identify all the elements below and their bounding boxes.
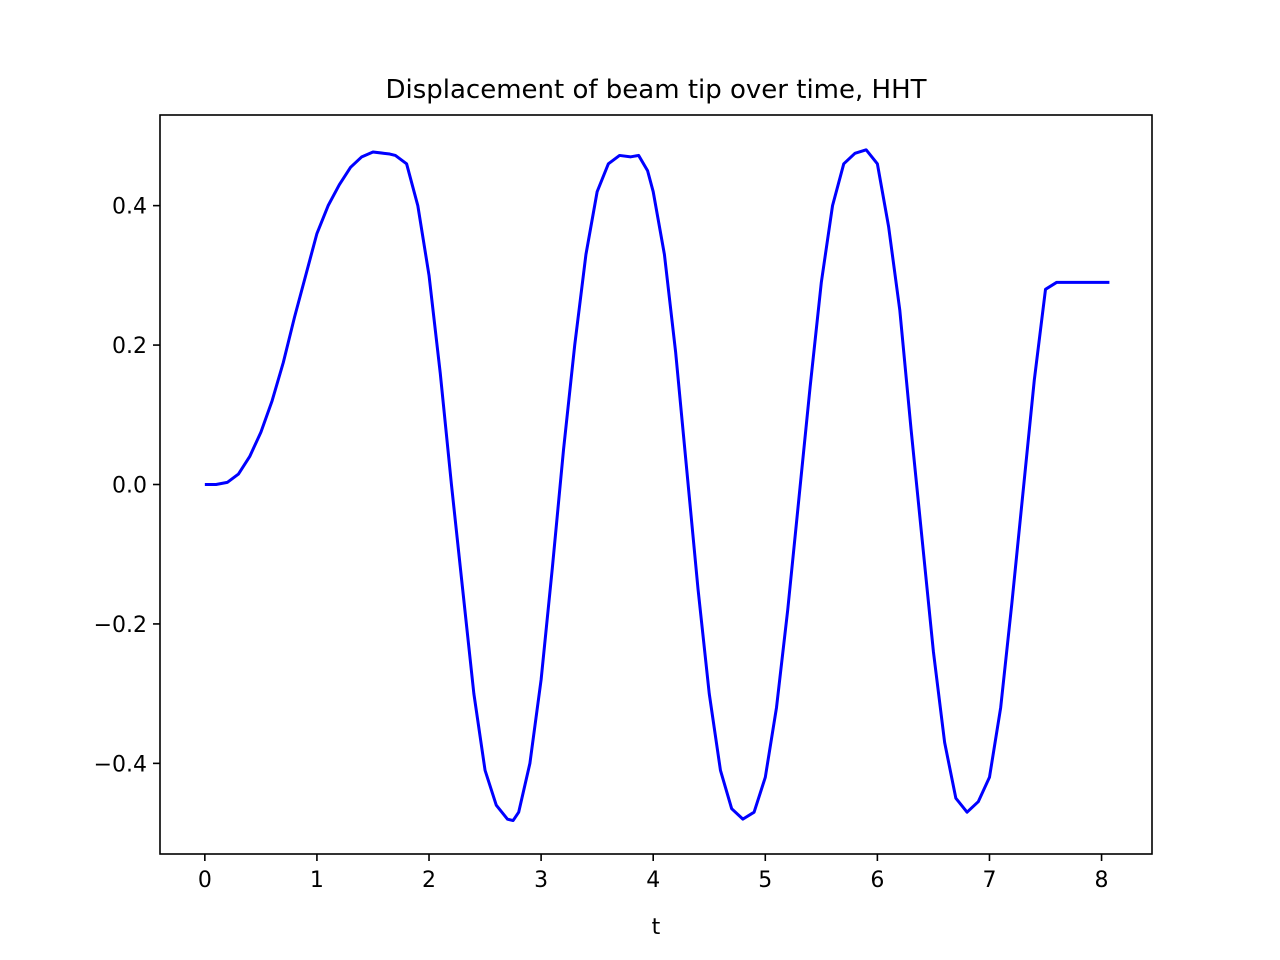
x-tick-label: 1 xyxy=(310,868,324,893)
plot-area xyxy=(204,148,1110,823)
x-tick-label: 2 xyxy=(422,868,436,893)
x-tick-label: 5 xyxy=(758,868,772,893)
x-axis: 0 1 2 3 4 5 6 7 8 xyxy=(198,854,1109,893)
y-axis: −0.4 −0.2 0.0 0.2 0.4 xyxy=(94,195,160,777)
x-tick-label: 4 xyxy=(646,868,660,893)
x-tick-label: 8 xyxy=(1095,868,1109,893)
y-tick-label: 0.2 xyxy=(112,334,147,359)
x-tick-label: 6 xyxy=(870,868,884,893)
y-tick-label: 0.4 xyxy=(112,195,147,220)
x-tick-label: 0 xyxy=(198,868,212,893)
chart-title: Displacement of beam tip over time, HHT xyxy=(385,75,926,105)
series-line-0 xyxy=(204,148,1110,823)
y-tick-label: 0.0 xyxy=(112,474,147,499)
x-tick-label: 7 xyxy=(982,868,996,893)
x-tick-label: 3 xyxy=(534,868,548,893)
y-tick-label: −0.2 xyxy=(94,613,147,638)
y-tick-label: −0.4 xyxy=(94,752,147,777)
x-axis-label: t xyxy=(652,915,661,940)
